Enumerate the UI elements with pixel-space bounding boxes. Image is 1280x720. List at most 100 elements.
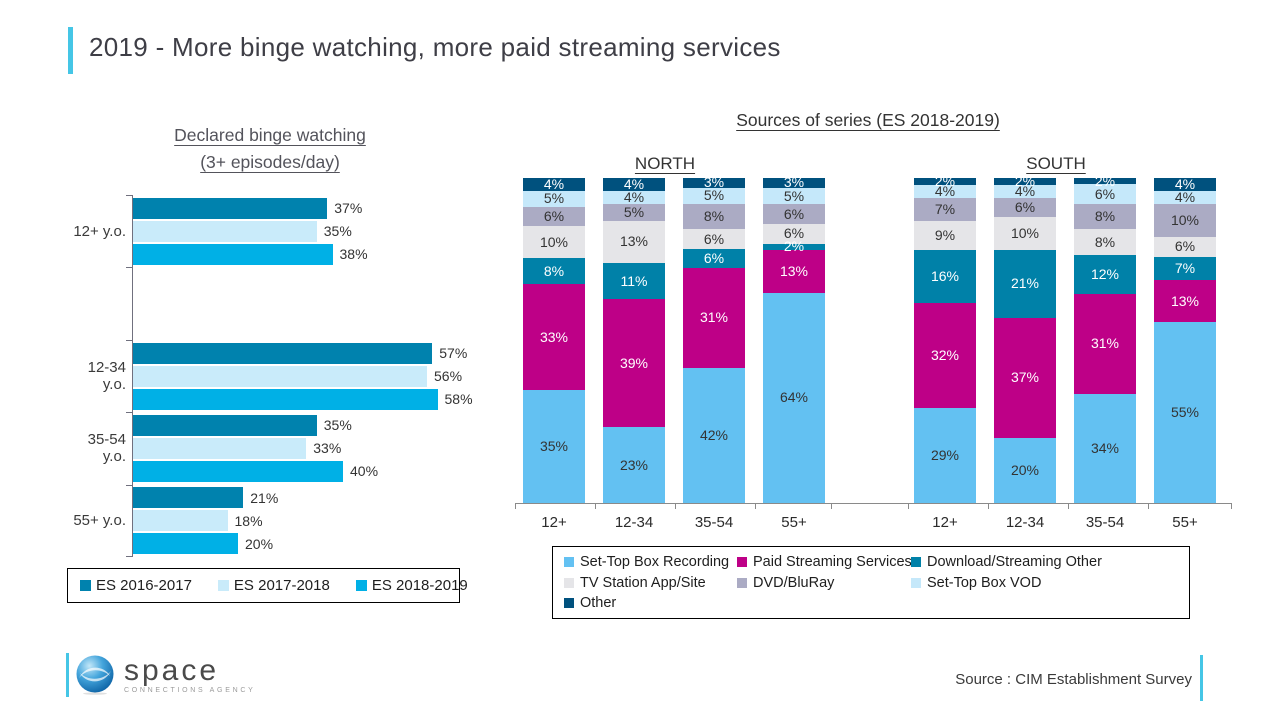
- stacked-segment: 7%: [1154, 256, 1216, 280]
- binge-bar: [133, 510, 228, 532]
- binge-bar: [133, 243, 333, 265]
- stacked-segment: 4%: [523, 178, 585, 191]
- binge-chart-title-line1: Declared binge watching: [174, 125, 366, 145]
- segment-value-label: 13%: [1170, 292, 1200, 309]
- binge-bar-group: 37% 35% 38%: [133, 197, 368, 265]
- stacked-bar: 4% 5% 6% 10% 8% 33% 35%: [523, 178, 585, 503]
- legend-item: TV Station App/Site: [564, 575, 737, 591]
- axis-tick: [755, 504, 756, 509]
- segment-value-label: 8%: [703, 208, 725, 225]
- segment-value-label: 10%: [1170, 212, 1200, 229]
- binge-bar-value: 35%: [323, 223, 352, 240]
- stacked-segment: 5%: [683, 187, 745, 204]
- binge-category-label: 35-54 y.o.: [87, 431, 126, 466]
- legend-label: Set-Top Box Recording: [580, 554, 730, 571]
- binge-bar-row: 21%: [133, 487, 279, 509]
- stacked-segment: 21%: [994, 249, 1056, 318]
- logo-accent-bar: [66, 653, 69, 697]
- segment-value-label: 4%: [1174, 189, 1196, 206]
- segment-value-label: 6%: [1014, 198, 1036, 215]
- stacked-segment: 4%: [914, 183, 976, 198]
- segment-value-label: 13%: [619, 233, 649, 250]
- category-label: 12-34: [614, 514, 654, 531]
- stacked-segment: 64%: [763, 292, 825, 503]
- stacked-segment: 8%: [683, 203, 745, 230]
- stacked-segment: 20%: [994, 438, 1056, 503]
- axis-tick: [988, 504, 989, 509]
- segment-value-label: 7%: [934, 200, 956, 217]
- segment-value-label: 4%: [543, 178, 565, 192]
- stacked-segment: 6%: [994, 197, 1056, 217]
- logo-tagline: CONNECTIONS AGENCY: [124, 686, 256, 694]
- segment-value-label: 2%: [783, 238, 805, 255]
- binge-bar-value: 58%: [444, 391, 473, 408]
- legend-swatch: [911, 557, 921, 568]
- binge-bar-value: 18%: [234, 512, 263, 529]
- segment-value-label: 3%: [703, 178, 725, 191]
- legend-item: Paid Streaming Services: [737, 554, 912, 571]
- segment-value-label: 5%: [543, 190, 565, 207]
- binge-plot-rows: 12+ y.o. 37% 35% 38% 12-34 y.o. 57% 56% 58% 35-5…: [70, 195, 480, 557]
- binge-chart-title-line2: (3+ episodes/day): [200, 152, 340, 173]
- legend-swatch: [80, 580, 91, 591]
- binge-spacer-row: [70, 267, 480, 339]
- stacked-segment: 31%: [1074, 293, 1136, 394]
- stacked-segment: 35%: [523, 390, 585, 503]
- stacked-segment: 3%: [683, 178, 745, 191]
- stacked-segment: 8%: [1074, 203, 1136, 230]
- legend-label: ES 2016-2017: [96, 577, 192, 594]
- legend-swatch: [737, 557, 747, 568]
- binge-bar: [133, 220, 317, 242]
- segment-value-label: 10%: [1010, 224, 1040, 241]
- binge-bar: [133, 460, 343, 482]
- segment-value-label: 6%: [783, 225, 805, 242]
- page-title: 2019 - More binge watching, more paid st…: [89, 32, 781, 62]
- legend-swatch: [564, 577, 574, 588]
- binge-bar: [133, 533, 238, 555]
- stacked-segment: 10%: [1154, 204, 1216, 238]
- legend-swatch: [564, 597, 574, 608]
- legend-label: Paid Streaming Services: [753, 554, 912, 571]
- binge-axis-tick: [126, 412, 132, 414]
- stacked-segment: 10%: [523, 226, 585, 259]
- segment-value-label: 3%: [783, 178, 805, 191]
- stacked-segment: 33%: [523, 284, 585, 391]
- legend-swatch: [911, 577, 921, 588]
- segment-value-label: 10%: [539, 233, 569, 250]
- stacked-segment: 6%: [683, 229, 745, 249]
- stacked-segment: 6%: [1154, 237, 1216, 257]
- segment-value-label: 37%: [1010, 369, 1040, 386]
- stacked-segment: 2%: [1074, 178, 1136, 188]
- sources-chart-title-text: Sources of series (ES 2018-2019): [736, 110, 1000, 130]
- segment-value-label: 4%: [623, 178, 645, 193]
- binge-group-row: 35-54 y.o. 35% 33% 40%: [70, 412, 480, 484]
- binge-bar: [133, 365, 427, 387]
- south-label: SOUTH: [986, 154, 1126, 174]
- binge-category-label: 12+ y.o.: [73, 222, 126, 240]
- binge-bar: [133, 487, 244, 509]
- stacked-segment: 9%: [914, 220, 976, 251]
- binge-bar-row: 35%: [133, 414, 378, 436]
- segment-value-label: 8%: [543, 262, 565, 279]
- binge-bar-value: 21%: [250, 489, 279, 506]
- south-label-text: SOUTH: [1026, 154, 1086, 173]
- legend-label: Download/Streaming Other: [927, 554, 1102, 571]
- segment-value-label: 12%: [1090, 265, 1120, 282]
- stacked-segment: 4%: [603, 178, 665, 193]
- stacked-segment: 13%: [1154, 279, 1216, 323]
- stacked-bar: 2% 6% 8% 8% 12% 31% 34%: [1074, 178, 1136, 503]
- stacked-bar: 2% 4% 7% 9% 16% 32% 29%: [914, 178, 976, 503]
- stacked-segment: 11%: [603, 263, 665, 300]
- segment-value-label: 34%: [1090, 439, 1120, 456]
- binge-bar-group: 57% 56% 58%: [133, 342, 473, 410]
- binge-bar-row: 35%: [133, 220, 368, 242]
- segment-value-label: 6%: [783, 205, 805, 222]
- north-label-text: NORTH: [634, 154, 696, 173]
- legend-label: ES 2017-2018: [233, 577, 330, 594]
- binge-bar-row: 58%: [133, 388, 473, 410]
- stacked-segment: 4%: [994, 183, 1056, 198]
- stacked-segment: 4%: [603, 190, 665, 205]
- legend-swatch: [217, 580, 229, 591]
- stacked-segment: 4%: [1154, 189, 1216, 206]
- binge-bar-row: 40%: [133, 460, 378, 482]
